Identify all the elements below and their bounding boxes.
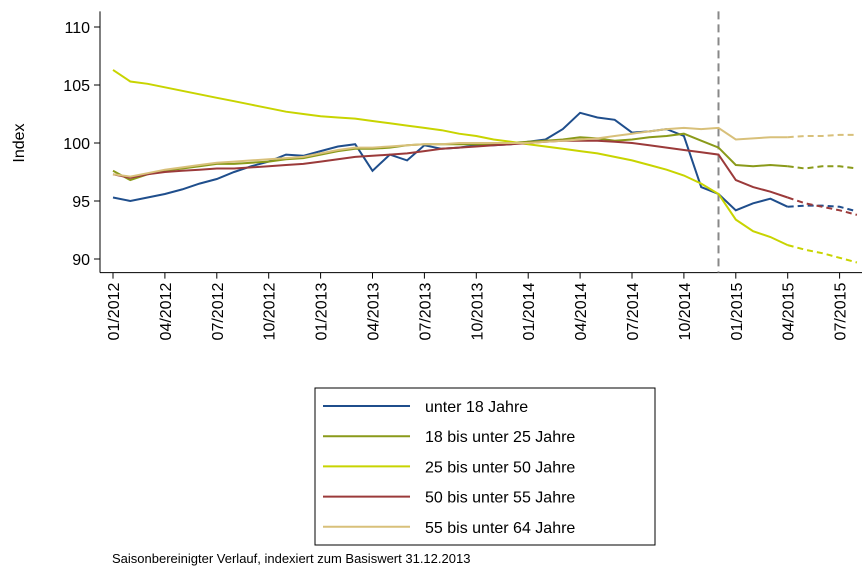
x-tick-label: 01/2015 [729, 283, 746, 341]
y-tick-label: 90 [72, 252, 90, 269]
x-tick-label: 01/2012 [106, 283, 123, 341]
x-tick-label: 07/2012 [210, 283, 227, 341]
x-tick-label: 04/2014 [573, 283, 590, 341]
x-tick-label: 04/2015 [781, 283, 798, 341]
series-line [112, 69, 789, 247]
series-line [112, 139, 789, 199]
x-tick-label: 04/2012 [158, 283, 175, 341]
y-tick-label: 95 [72, 194, 90, 211]
x-tick-label: 07/2015 [833, 283, 850, 341]
y-axis-label: Index [11, 123, 28, 162]
forecast-line [787, 196, 858, 216]
y-tick-label: 100 [63, 136, 90, 153]
forecast-line [787, 133, 857, 139]
x-tick-label: 07/2013 [417, 283, 434, 341]
x-tick-label: 01/2013 [314, 283, 331, 341]
x-tick-label: 01/2014 [521, 283, 538, 341]
forecast-line [787, 204, 858, 213]
x-tick-label: 10/2013 [469, 283, 486, 341]
footnote: Saisonbereinigter Verlauf, indexiert zum… [112, 551, 470, 566]
legend-label: 50 bis unter 55 Jahre [425, 490, 575, 507]
legend-box [314, 387, 656, 546]
forecast-line [787, 165, 858, 170]
y-tick-label: 105 [63, 78, 90, 95]
x-tick-label: 04/2013 [366, 283, 383, 341]
forecast-line [787, 244, 858, 264]
legend-label: 55 bis unter 64 Jahre [425, 520, 575, 537]
legend-label: unter 18 Jahre [425, 399, 528, 416]
x-tick-label: 07/2014 [625, 283, 642, 341]
legend-label: 25 bis unter 50 Jahre [425, 459, 575, 476]
series-line [112, 126, 788, 178]
legend-label: 18 bis unter 25 Jahre [425, 429, 575, 446]
x-tick-label: 10/2014 [677, 283, 694, 341]
x-tick-label: 10/2012 [262, 283, 279, 341]
y-tick-label: 110 [64, 20, 90, 37]
